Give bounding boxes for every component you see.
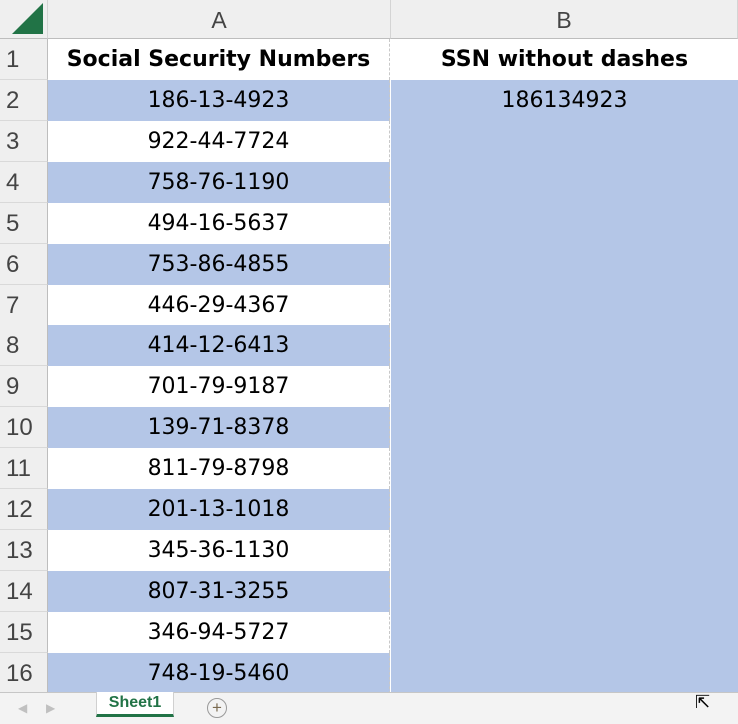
row-header[interactable]: 6 <box>0 243 48 285</box>
cell-a[interactable]: 186-13-4923 <box>48 80 390 121</box>
table-row: 12 201-13-1018 <box>0 489 738 530</box>
row-header[interactable]: 5 <box>0 202 48 244</box>
spreadsheet-grid: A B 1 Social Security Numbers SSN withou… <box>0 0 738 692</box>
row-header[interactable]: 3 <box>0 120 48 162</box>
cell-a[interactable]: 807-31-3255 <box>48 570 390 612</box>
scroll-right-icon[interactable]: ▶ <box>46 701 56 715</box>
row-header[interactable]: 9 <box>0 366 48 408</box>
cell-a[interactable]: 139-71-8378 <box>48 407 390 449</box>
table-row: 9 701-79-9187 <box>0 366 738 408</box>
cell-a[interactable]: 346-94-5727 <box>48 611 390 653</box>
cell-b[interactable]: 186134923 <box>391 80 738 121</box>
row-header[interactable]: 2 <box>0 80 48 121</box>
table-row: 16 748-19-5460 <box>0 652 738 692</box>
row-header[interactable]: 12 <box>0 489 48 530</box>
cell-a[interactable]: 811-79-8798 <box>48 448 390 490</box>
cell-b[interactable] <box>391 243 738 285</box>
cell-a[interactable]: 494-16-5637 <box>48 202 390 244</box>
table-row: 8 414-12-6413 <box>0 325 738 367</box>
cell-b[interactable] <box>391 120 738 162</box>
cell-a[interactable]: 345-36-1130 <box>48 529 390 571</box>
cell-b[interactable] <box>391 489 738 530</box>
table-row: 5 494-16-5637 <box>0 202 738 244</box>
cell-b[interactable] <box>391 325 738 367</box>
scroll-left-icon[interactable]: ◀ <box>18 701 28 715</box>
row-header[interactable]: 8 <box>0 325 48 367</box>
sheet-tab-bar: ◀ ▶ Sheet1 + <box>0 692 738 724</box>
table-row: 3 922-44-7724 <box>0 120 738 162</box>
table-row: 2 186-13-4923 186134923 <box>0 80 738 121</box>
row-header[interactable]: 13 <box>0 529 48 571</box>
row-header[interactable]: 16 <box>0 652 48 692</box>
table-row-header: 1 Social Security Numbers SSN without da… <box>0 39 738 80</box>
select-all-button[interactable] <box>0 0 48 39</box>
cell-b[interactable] <box>391 529 738 571</box>
cell-b[interactable] <box>391 366 738 408</box>
plus-circle-icon[interactable]: + <box>207 698 227 718</box>
cell-a[interactable]: 748-19-5460 <box>48 652 390 692</box>
row-header[interactable]: 1 <box>0 39 48 80</box>
table-row: 10 139-71-8378 <box>0 407 738 449</box>
row-header[interactable]: 7 <box>0 284 48 326</box>
table-row: 6 753-86-4855 <box>0 243 738 285</box>
column-header-b[interactable]: B <box>391 0 738 39</box>
row-header[interactable]: 11 <box>0 448 48 490</box>
column-header-a[interactable]: A <box>48 0 391 39</box>
table-row: 7 446-29-4367 <box>0 284 738 326</box>
table-row: 13 345-36-1130 <box>0 529 738 571</box>
cell-a[interactable]: 446-29-4367 <box>48 284 390 326</box>
table-row: 15 346-94-5727 <box>0 611 738 653</box>
cell-b[interactable] <box>391 570 738 612</box>
table-row: 11 811-79-8798 <box>0 448 738 490</box>
table-row: 14 807-31-3255 <box>0 570 738 612</box>
cell-a[interactable]: 922-44-7724 <box>48 120 390 162</box>
cell-b[interactable] <box>391 652 738 692</box>
cell-b[interactable] <box>391 202 738 244</box>
mouse-cursor-icon: ⇱ <box>695 692 711 712</box>
row-header[interactable]: 14 <box>0 570 48 612</box>
cell-b[interactable] <box>391 161 738 203</box>
cell-a[interactable]: 753-86-4855 <box>48 243 390 285</box>
row-header[interactable]: 15 <box>0 611 48 653</box>
sheet-tab-sheet1[interactable]: Sheet1 <box>96 692 174 717</box>
cell-a[interactable]: 201-13-1018 <box>48 489 390 530</box>
cell-a1[interactable]: Social Security Numbers <box>48 39 390 80</box>
cell-b[interactable] <box>391 611 738 653</box>
cell-b[interactable] <box>391 284 738 326</box>
select-all-triangle-icon <box>12 3 43 34</box>
cell-a[interactable]: 414-12-6413 <box>48 325 390 367</box>
cell-a[interactable]: 701-79-9187 <box>48 366 390 408</box>
row-header[interactable]: 10 <box>0 407 48 449</box>
row-header[interactable]: 4 <box>0 161 48 203</box>
cell-a[interactable]: 758-76-1190 <box>48 161 390 203</box>
cell-b[interactable] <box>391 407 738 449</box>
table-row: 4 758-76-1190 <box>0 161 738 203</box>
cell-b1[interactable]: SSN without dashes <box>440 47 689 72</box>
cell-b[interactable] <box>391 448 738 490</box>
